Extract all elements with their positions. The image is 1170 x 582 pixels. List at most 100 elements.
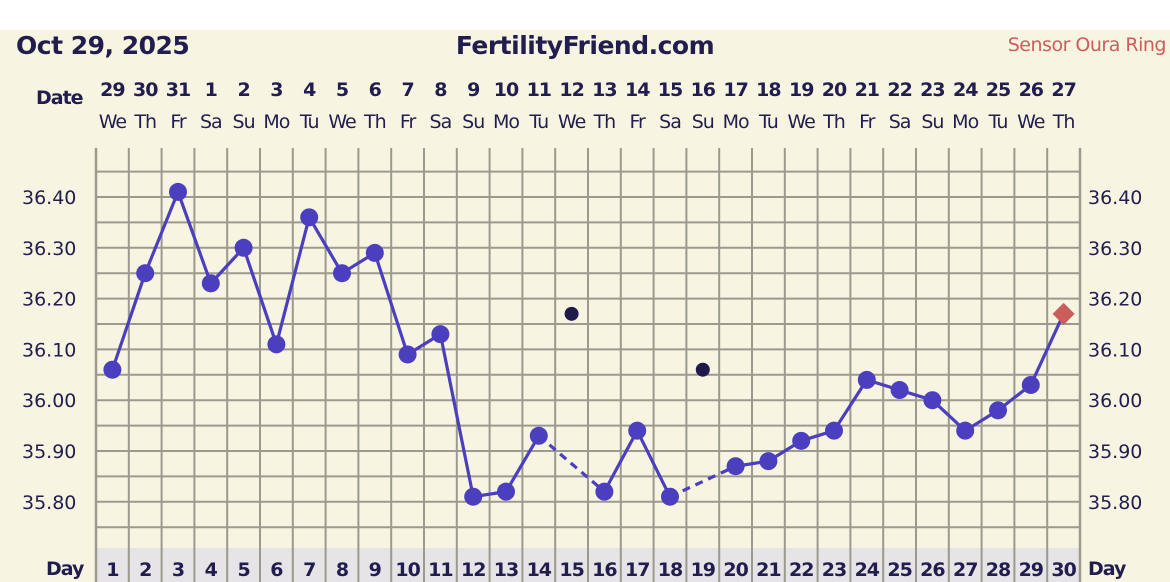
weekday-label: Fr (859, 111, 876, 133)
day-number-label: 3 (172, 559, 184, 581)
day-cell (948, 548, 982, 582)
date-label: 24 (953, 79, 978, 101)
day-number-label: 13 (494, 559, 518, 581)
temperature-line (438, 333, 475, 498)
weekday-label: Th (363, 111, 386, 133)
y-tick-label-left: 36.30 (22, 238, 76, 260)
chart-date: Oct 29, 2025 (16, 31, 190, 60)
temperature-point (365, 243, 384, 262)
temperature-point (661, 487, 679, 506)
date-label: 31 (166, 79, 190, 101)
day-number-label: 14 (527, 559, 552, 581)
date-label: 20 (822, 79, 847, 101)
y-tick-label-right: 36.00 (1088, 390, 1142, 412)
weekday-label: We (1017, 111, 1045, 133)
temperature-line (1029, 313, 1066, 386)
weekday-label: Th (1052, 111, 1075, 133)
temperature-line (832, 379, 869, 432)
weekday-label: Sa (200, 111, 222, 133)
day-number-label: 20 (723, 559, 748, 581)
today-temperature-marker (1052, 302, 1075, 325)
day-number-label: 17 (625, 559, 649, 581)
day-number-label: 4 (205, 559, 218, 581)
y-tick-label-right: 35.80 (1088, 492, 1142, 514)
weekday-label: Fr (170, 111, 187, 133)
date-label: 25 (986, 79, 1010, 101)
temperature-line (307, 216, 344, 275)
temperature-line (504, 434, 541, 493)
date-label: 12 (559, 79, 583, 101)
temperature-point (464, 487, 483, 506)
day-number-label: 24 (855, 559, 880, 581)
weekday-label: Mo (723, 111, 749, 133)
day-cell (161, 548, 195, 582)
weekday-label: Su (462, 111, 484, 133)
temperature-line (242, 247, 278, 345)
weekday-label: We (788, 111, 816, 133)
weekday-label: Su (233, 111, 255, 133)
y-tick-label-left: 36.20 (22, 289, 76, 311)
weekday-label: Sa (430, 111, 452, 133)
date-label: 21 (855, 79, 879, 101)
day-cell (916, 548, 949, 582)
day-number-label: 28 (986, 559, 1011, 581)
date-label: 14 (625, 79, 650, 101)
day-number-label: 7 (303, 559, 315, 581)
day-number-label: 10 (395, 559, 420, 581)
temperature-line-dashed (669, 464, 737, 499)
date-row-label: Date (36, 87, 83, 109)
day-number-label: 12 (461, 559, 485, 581)
day-cell (260, 548, 293, 582)
day-row-label-right: Day (1088, 558, 1127, 580)
day-number-label: 25 (887, 559, 911, 581)
temperature-point (169, 182, 187, 201)
day-cell (456, 548, 490, 582)
site-title: FertilityFriend.com (455, 31, 715, 60)
weekday-label: Tu (988, 111, 1008, 133)
day-cell (686, 548, 720, 582)
weekday-label: Fr (630, 111, 647, 133)
day-cell (555, 548, 588, 582)
date-label: 16 (691, 79, 716, 101)
weekday-label: Su (692, 111, 714, 133)
date-label: 23 (920, 79, 944, 101)
date-label: 19 (789, 79, 813, 101)
sensor-label: Sensor Oura Ring (1007, 34, 1167, 56)
y-tick-label-right: 36.30 (1088, 238, 1142, 260)
temperature-point (267, 335, 286, 354)
temperature-line (176, 191, 213, 284)
temperature-point (201, 274, 220, 293)
day-cell (1047, 548, 1080, 582)
day-cell (817, 548, 851, 582)
y-tick-label-left: 36.40 (22, 187, 76, 209)
day-cell (194, 548, 228, 582)
temperature-line (143, 191, 180, 274)
date-label: 7 (401, 79, 413, 101)
weekday-label: Sa (889, 111, 911, 133)
temperature-point (759, 452, 778, 471)
temperature-point (989, 401, 1007, 420)
y-tick-label-left: 35.90 (22, 441, 76, 463)
temperature-point (529, 426, 548, 445)
day-number-label: 27 (953, 559, 977, 581)
date-label: 5 (336, 79, 348, 101)
temperature-point (300, 208, 319, 227)
date-label: 6 (369, 79, 382, 101)
day-number-label: 6 (270, 559, 283, 581)
day-cell (292, 548, 326, 582)
date-label: 22 (887, 79, 911, 101)
day-cell (752, 548, 785, 582)
day-cell (588, 548, 621, 582)
day-number-label: 30 (1051, 559, 1076, 581)
temperature-point (628, 421, 647, 440)
date-label: 4 (303, 79, 316, 101)
temperature-point (923, 391, 942, 410)
temperature-point (333, 264, 351, 283)
day-cell (424, 548, 457, 582)
day-number-label: 1 (106, 559, 118, 581)
temperature-point (431, 325, 450, 344)
day-number-label: 18 (658, 559, 683, 581)
day-cell (653, 548, 687, 582)
date-label: 18 (756, 79, 781, 101)
day-number-label: 5 (237, 559, 249, 581)
